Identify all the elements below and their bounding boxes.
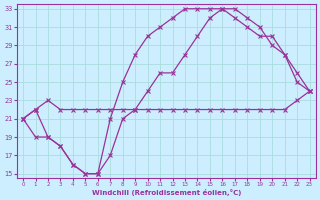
X-axis label: Windchill (Refroidissement éolien,°C): Windchill (Refroidissement éolien,°C) [92,189,241,196]
